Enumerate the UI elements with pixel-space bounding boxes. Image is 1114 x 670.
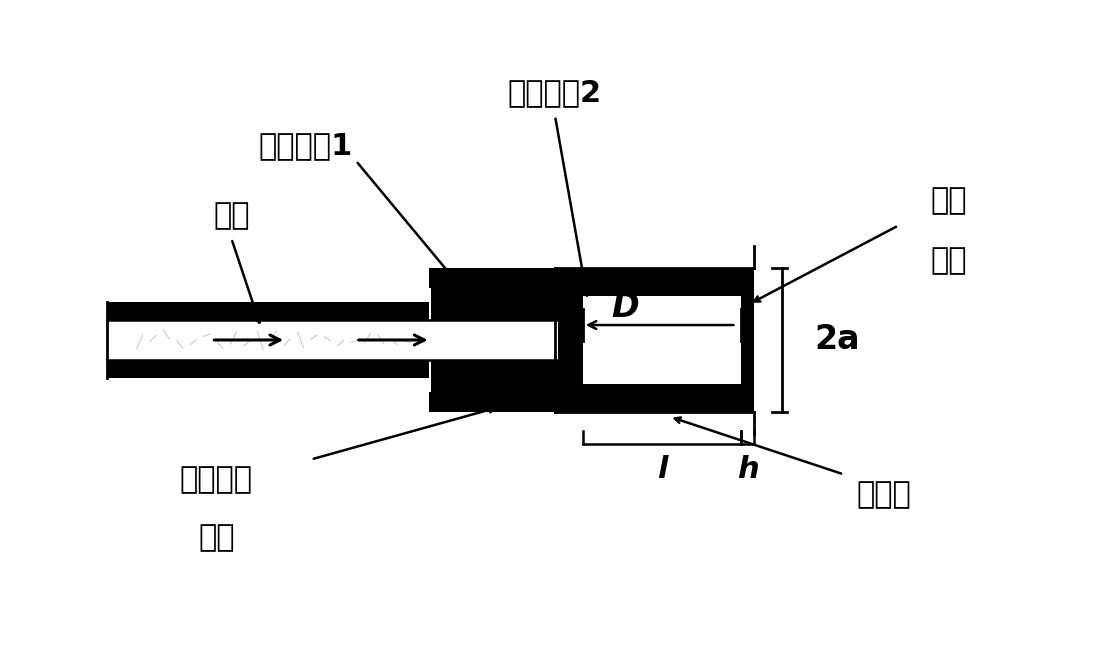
Text: 法珀腔: 法珀腔	[857, 480, 911, 509]
Text: 膜片: 膜片	[930, 246, 967, 275]
Text: 敏感: 敏感	[930, 186, 967, 215]
Bar	[555, 384, 754, 411]
Bar	[429, 360, 561, 392]
Bar	[107, 360, 555, 378]
Text: 固定护套: 固定护套	[180, 465, 253, 494]
Text: 2a: 2a	[814, 324, 860, 356]
Text: 光纤: 光纤	[213, 201, 250, 230]
Text: 反射端面2: 反射端面2	[508, 78, 602, 107]
Text: h: h	[736, 455, 759, 484]
Text: l: l	[657, 455, 667, 484]
Bar	[430, 288, 558, 320]
Bar	[107, 302, 555, 320]
Bar	[107, 320, 555, 360]
Bar	[429, 268, 561, 288]
Bar	[430, 360, 558, 392]
Text: 反射端面1: 反射端面1	[258, 131, 353, 160]
Bar	[429, 288, 561, 320]
Bar	[430, 360, 558, 392]
Bar	[555, 268, 754, 296]
Bar	[430, 288, 558, 320]
Text: 套管: 套管	[198, 523, 235, 551]
Bar	[555, 268, 583, 411]
Bar	[429, 392, 561, 411]
Bar	[583, 296, 754, 384]
Bar	[430, 320, 558, 360]
Bar	[741, 268, 754, 411]
Text: D: D	[610, 291, 638, 324]
